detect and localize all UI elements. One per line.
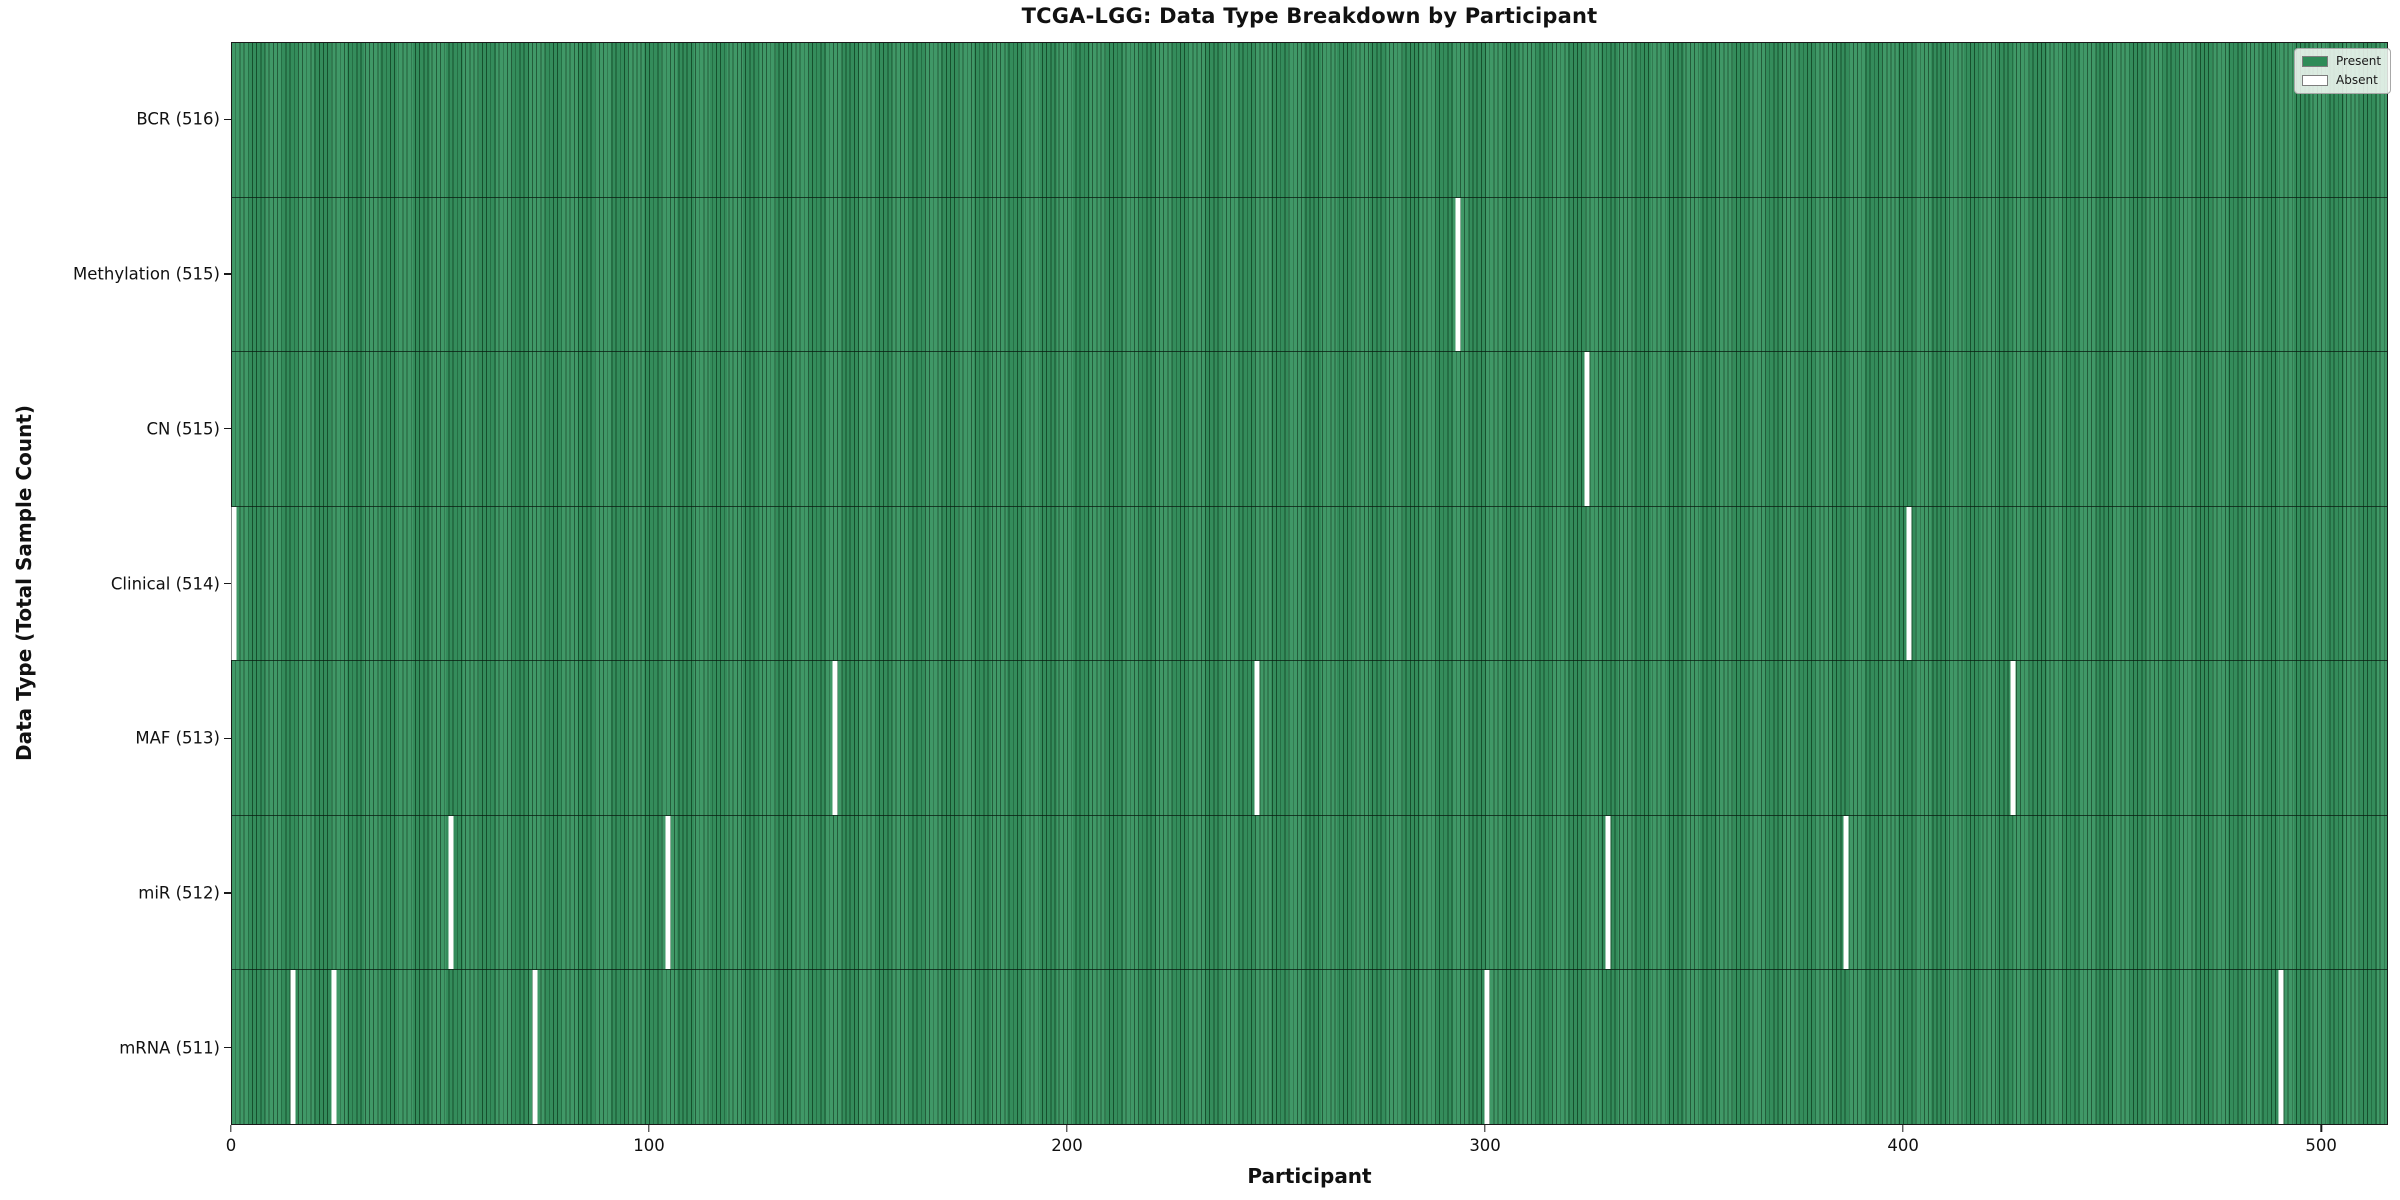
absent-swatch-icon	[2302, 74, 2328, 86]
ytick-label-MAF: MAF (513)	[135, 728, 220, 748]
x-axis-label: Participant	[1247, 1164, 1372, 1188]
absent-gap	[231, 506, 237, 661]
ytick-mark	[224, 1046, 231, 1049]
xtick-mark	[1902, 1125, 1904, 1132]
absent-gap	[448, 815, 454, 970]
ytick-label-miR: miR (512)	[138, 883, 220, 903]
ytick-mark	[224, 118, 231, 121]
ytick-mark	[224, 582, 231, 585]
absent-gap	[1455, 197, 1461, 352]
absent-gap	[1584, 352, 1590, 506]
xtick-label-0: 0	[225, 1136, 237, 1155]
ytick-label-mRNA: mRNA (511)	[119, 1038, 220, 1058]
heatmap-row-mRNA	[232, 969, 2387, 1125]
ytick-mark	[224, 892, 231, 894]
ytick-label-BCR: BCR (516)	[136, 109, 220, 129]
absent-gap	[2278, 970, 2283, 1125]
legend-label: Absent	[2336, 73, 2378, 87]
absent-gap	[2010, 661, 2016, 815]
heatmap-row-miR	[232, 814, 2387, 970]
legend-label: Present	[2336, 54, 2382, 68]
xtick-label-100: 100	[633, 1136, 665, 1155]
absent-gap	[331, 970, 337, 1125]
xtick-mark	[1066, 1125, 1068, 1132]
ytick-mark	[224, 737, 231, 739]
heatmap-row-Methylation	[232, 196, 2387, 352]
ytick-label-Clinical: Clinical (514)	[110, 574, 220, 593]
absent-gap	[665, 815, 671, 970]
heatmap-row-CN	[232, 351, 2387, 506]
absent-gap	[1843, 815, 1849, 970]
legend-entry-present: Present	[2302, 54, 2381, 68]
absent-gap	[1906, 506, 1912, 661]
absent-gap	[1605, 815, 1611, 970]
xtick-mark	[230, 1125, 232, 1132]
absent-gap	[1484, 970, 1490, 1125]
absent-gap	[832, 661, 838, 815]
heatmap-plot-area	[231, 42, 2388, 1125]
absent-gap	[532, 970, 538, 1125]
xtick-mark	[648, 1125, 650, 1132]
absent-gap	[1254, 661, 1260, 815]
heatmap-row-Clinical	[231, 505, 2387, 661]
ytick-mark	[224, 273, 231, 275]
xtick-label-500: 500	[2305, 1136, 2337, 1155]
absent-gap	[290, 970, 296, 1125]
xtick-label-200: 200	[1051, 1136, 1083, 1155]
heatmap-row-MAF	[232, 660, 2387, 815]
xtick-mark	[1484, 1125, 1486, 1132]
present-swatch-icon	[2302, 55, 2328, 67]
legend: Present Absent	[2294, 48, 2392, 94]
xtick-mark	[2320, 1125, 2322, 1132]
chart-title: TCGA-LGG: Data Type Breakdown by Partici…	[1021, 4, 1598, 28]
ytick-label-CN: CN (515)	[146, 419, 220, 439]
legend-entry-absent: Absent	[2302, 73, 2381, 87]
xtick-label-300: 300	[1469, 1136, 1501, 1155]
ytick-label-Methylation: Methylation (515)	[73, 264, 220, 284]
xtick-label-400: 400	[1887, 1136, 1919, 1155]
heatmap-row-BCR	[232, 43, 2387, 197]
ytick-mark	[224, 428, 231, 430]
